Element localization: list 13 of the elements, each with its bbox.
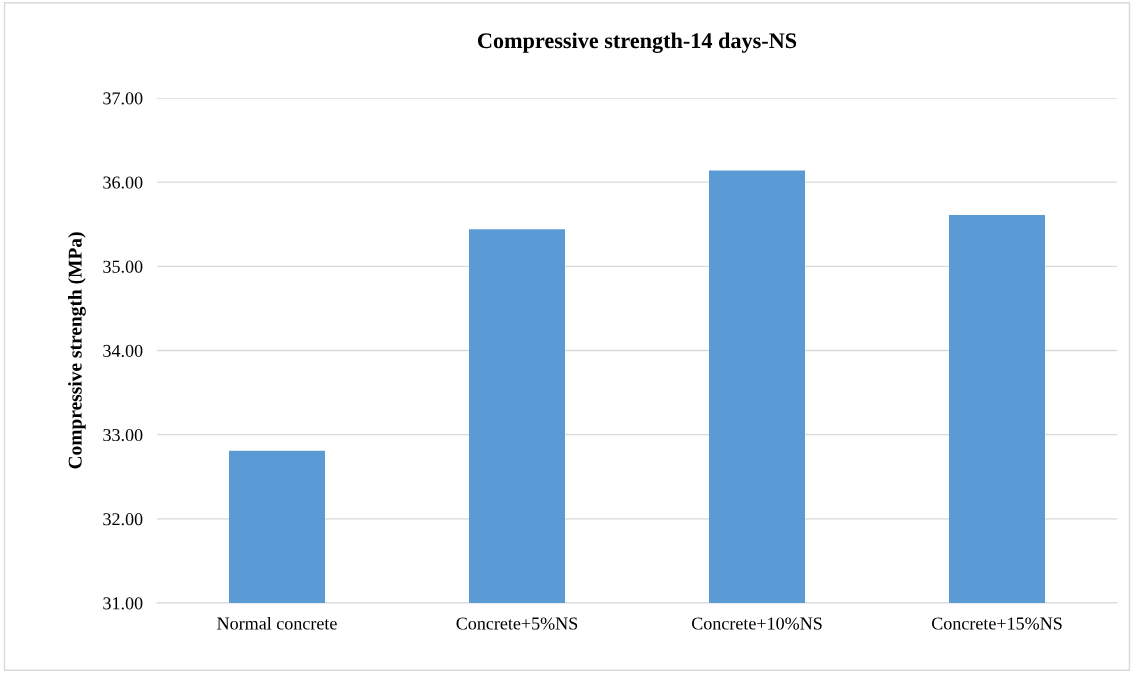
y-tick-label: 35.00 — [103, 260, 143, 273]
y-tick-label: 32.00 — [103, 513, 143, 526]
y-tick-label: 33.00 — [103, 428, 143, 442]
x-tick-label: Concrete+15%NS — [931, 617, 1062, 630]
x-tick-label: Concrete+10%NS — [691, 617, 822, 630]
y-axis-title: Compressive strength (MPa) — [68, 232, 86, 469]
y-tick-label: 36.00 — [103, 176, 143, 189]
chart-title: Compressive strength-14 days-NS — [477, 32, 797, 53]
y-tick-label: 37.00 — [103, 92, 143, 105]
y-tick-label: 31.00 — [103, 597, 143, 610]
x-tick-label: Concrete+5%NS — [456, 617, 578, 630]
x-tick-label: Normal concrete — [217, 616, 337, 630]
y-tick-label: 34.00 — [103, 344, 143, 358]
